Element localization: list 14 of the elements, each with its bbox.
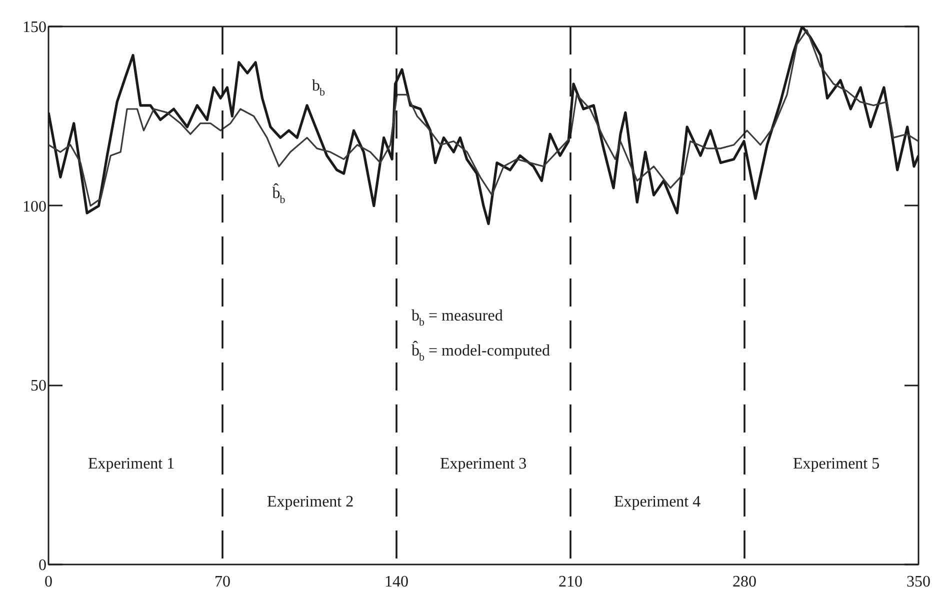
annotation: Experiment 4	[614, 494, 701, 510]
annotation: Experiment 1	[88, 456, 175, 472]
y-tick-label: 150	[22, 19, 46, 36]
annotation: Experiment 3	[440, 456, 527, 472]
annotation: Experiment 5	[792, 456, 880, 472]
y-tick-label: 0	[38, 557, 46, 574]
x-tick-label: 350	[906, 574, 930, 590]
x-tick-label: 280	[732, 574, 756, 590]
x-tick-label: 140	[384, 574, 408, 590]
y-tick-label: 50	[30, 378, 46, 395]
x-tick-label: 70	[214, 574, 230, 590]
y-tick-label: 100	[22, 198, 46, 216]
annotation: Experiment 2	[266, 494, 354, 510]
x-tick-label: 210	[558, 574, 582, 590]
